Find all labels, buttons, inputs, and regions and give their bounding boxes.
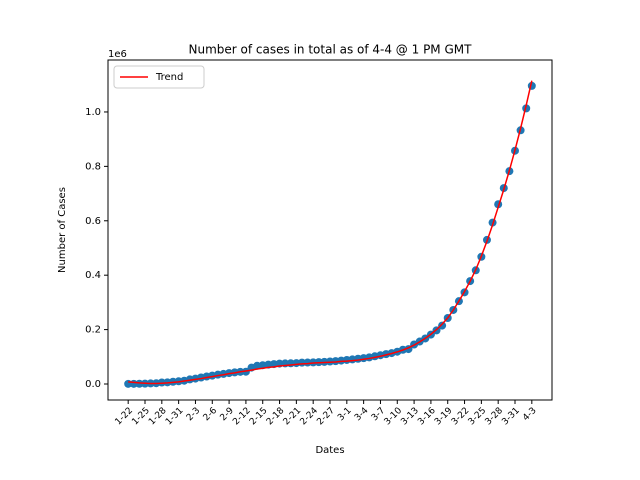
y-tick-label: 0.4 bbox=[85, 270, 101, 281]
x-tick-label: 1-28 bbox=[147, 406, 169, 428]
legend-box bbox=[113, 65, 205, 89]
y-axis-label: Number of Cases bbox=[57, 187, 68, 273]
x-tick-label: 2-3 bbox=[185, 406, 202, 423]
y-tick-label: 0.2 bbox=[85, 325, 101, 336]
x-tick-label: 2-6 bbox=[202, 406, 220, 424]
chart-title: Number of cases in total as of 4-4 @ 1 P… bbox=[189, 43, 473, 57]
x-tick-label: 2-12 bbox=[231, 406, 253, 428]
legend-label: Trend bbox=[155, 72, 183, 83]
x-tick-label: 3-16 bbox=[416, 406, 438, 428]
y-tick-label: 0.6 bbox=[85, 216, 101, 227]
plot-area bbox=[107, 59, 553, 401]
x-axis-label: Dates bbox=[315, 445, 344, 456]
trend-line bbox=[128, 80, 533, 385]
x-tick-label: 2-18 bbox=[265, 406, 287, 428]
x-tick-label: 2-21 bbox=[282, 406, 304, 428]
x-tick-label: 3-28 bbox=[484, 406, 506, 428]
x-tick-label: 2-24 bbox=[299, 406, 321, 428]
data-point bbox=[438, 321, 447, 330]
x-tick-label: 3-22 bbox=[450, 406, 472, 428]
x-tick-label: 4-3 bbox=[521, 406, 538, 423]
x-tick-label: 1-31 bbox=[164, 406, 186, 428]
data-point bbox=[303, 358, 312, 367]
x-tick-label: 3-31 bbox=[500, 406, 522, 428]
x-tick-label: 1-25 bbox=[130, 406, 152, 428]
y-tick-label: 1.0 bbox=[85, 107, 101, 118]
x-tick-label: 1-22 bbox=[114, 406, 136, 428]
x-tick-label: 2-15 bbox=[248, 406, 270, 428]
x-tick-label: 3-1 bbox=[336, 406, 353, 423]
x-tick-label: 2-27 bbox=[315, 406, 337, 428]
y-tick-label: 0.8 bbox=[85, 161, 101, 172]
x-tick-label: 3-13 bbox=[399, 406, 421, 428]
data-point bbox=[135, 379, 144, 388]
y-offset-label: 1e6 bbox=[108, 49, 127, 60]
x-tick-label: 3-19 bbox=[433, 406, 455, 428]
y-tick-label: 0.0 bbox=[85, 379, 101, 390]
x-tick-label: 3-25 bbox=[467, 406, 489, 428]
x-tick-label: 3-10 bbox=[383, 406, 405, 428]
x-tick-label: 3-4 bbox=[353, 406, 371, 424]
